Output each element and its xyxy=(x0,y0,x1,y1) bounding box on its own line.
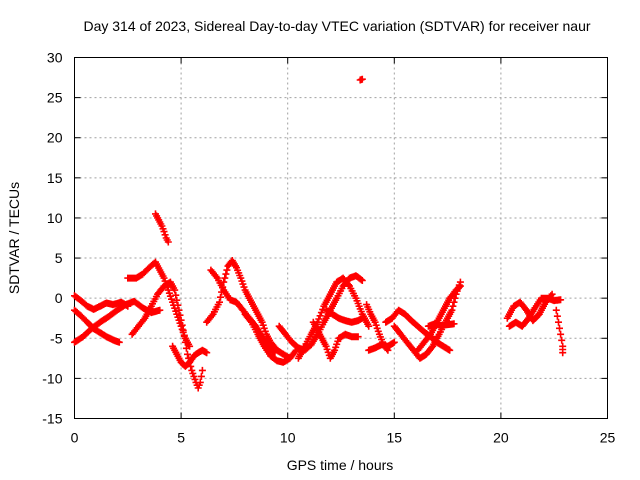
data-point-markers xyxy=(128,278,206,392)
data-points xyxy=(71,75,567,392)
series-arc-3 xyxy=(71,292,132,313)
x-tick-label: 5 xyxy=(177,430,185,446)
y-tick-label: 10 xyxy=(47,210,63,226)
x-tick-label: 15 xyxy=(387,430,403,446)
series-arc-15 xyxy=(356,75,366,84)
series-arc-17 xyxy=(365,338,398,354)
series-arc-21 xyxy=(424,320,458,330)
data-point-markers xyxy=(356,75,366,84)
y-tick-label: -10 xyxy=(42,370,62,386)
series-arc-19 xyxy=(390,278,464,362)
data-point-markers xyxy=(309,318,362,362)
data-point-markers xyxy=(365,338,398,354)
data-point-markers xyxy=(322,306,366,326)
data-point-markers xyxy=(552,306,567,357)
y-tick-label: -5 xyxy=(50,330,63,346)
series-arc-8 xyxy=(203,257,294,362)
series-arc-13 xyxy=(309,318,362,362)
grid xyxy=(74,57,608,419)
y-tick-label: 25 xyxy=(47,90,63,106)
series-arc-14 xyxy=(322,306,366,326)
series-arc-6 xyxy=(152,210,172,246)
series-arc-11 xyxy=(275,272,366,354)
data-point-markers xyxy=(207,266,279,357)
y-tick-label: 30 xyxy=(47,50,63,66)
series-arc-7 xyxy=(169,342,211,370)
y-tick-label: 15 xyxy=(47,170,63,186)
data-point-markers xyxy=(275,272,366,354)
data-point-markers xyxy=(71,292,132,313)
data-point-markers xyxy=(241,310,300,366)
y-tick-label: 0 xyxy=(55,290,63,306)
plot-frame xyxy=(74,57,608,419)
chart-title: Day 314 of 2023, Sidereal Day-to-day VTE… xyxy=(83,18,590,34)
y-tick-label: 20 xyxy=(47,130,63,146)
x-tick-label: 25 xyxy=(600,430,616,446)
data-point-markers xyxy=(505,294,565,330)
axis-ticks: 0 5 10 15 20 25 -15 -10 -5 0 5 10 15 20 25 30 xyxy=(42,50,615,446)
data-point-markers xyxy=(390,278,464,362)
y-tick-label: 5 xyxy=(55,250,63,266)
data-point-markers xyxy=(203,257,294,362)
y-axis-label: SDTVAR / TECUs xyxy=(6,182,22,294)
x-tick-label: 20 xyxy=(493,430,509,446)
x-tick-label: 0 xyxy=(71,430,79,446)
y-tick-label: -15 xyxy=(42,411,62,427)
data-point-markers xyxy=(152,210,172,246)
data-point-markers xyxy=(169,342,211,370)
series-arc-24 xyxy=(552,306,567,357)
series-arc-9 xyxy=(207,266,279,357)
series-arc-5 xyxy=(128,278,206,392)
x-axis-label: GPS time / hours xyxy=(287,457,394,473)
series-arc-23 xyxy=(505,294,565,330)
series-arc-10 xyxy=(241,310,300,366)
data-point-markers xyxy=(424,320,458,330)
x-tick-label: 10 xyxy=(280,430,296,446)
